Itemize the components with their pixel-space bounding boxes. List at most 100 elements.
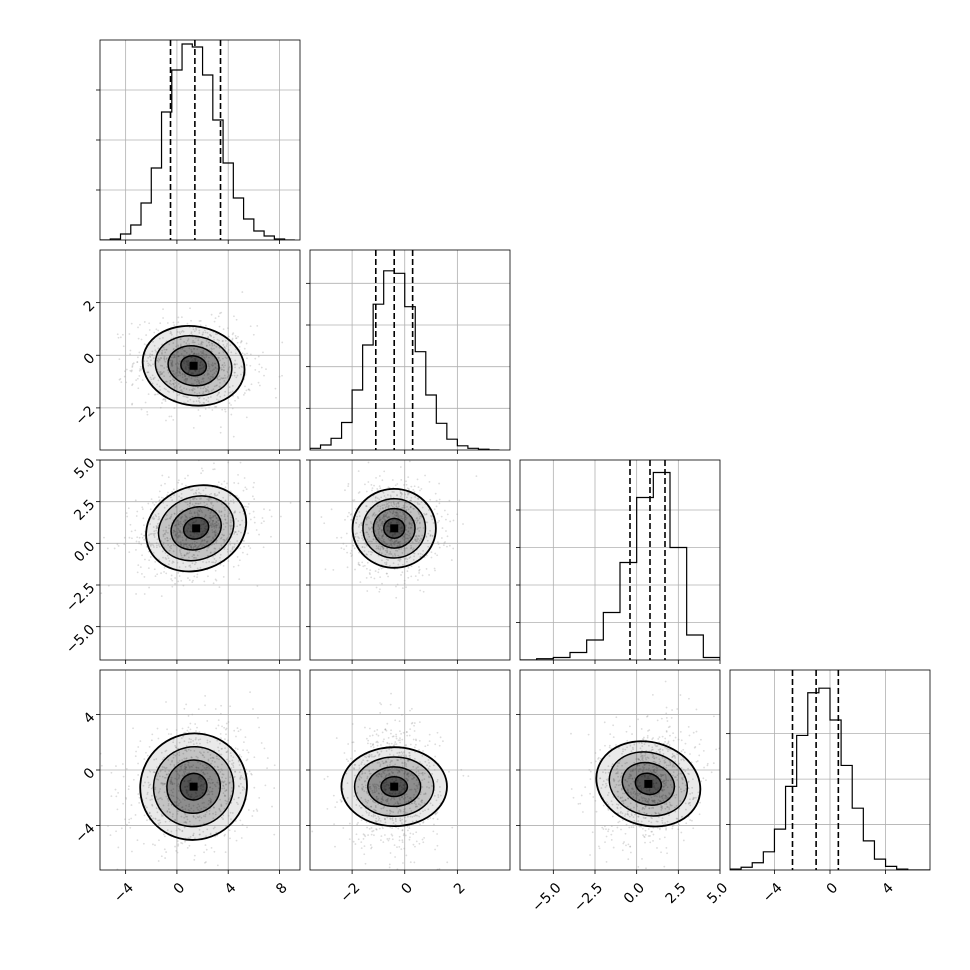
sample-point <box>330 508 333 511</box>
sample-point <box>204 844 207 846</box>
histogram-line <box>520 471 720 660</box>
sample-point <box>343 752 346 754</box>
sample-point <box>448 499 451 502</box>
sample-point <box>196 554 199 557</box>
sample-point <box>190 356 192 359</box>
sample-point <box>390 542 392 545</box>
sample-point <box>425 536 428 538</box>
sample-point <box>134 814 137 816</box>
sample-point <box>377 545 380 548</box>
sample-point <box>216 484 219 487</box>
sample-point <box>138 542 141 545</box>
sample-point <box>362 838 365 840</box>
sample-point <box>214 522 217 525</box>
sample-point <box>212 537 214 540</box>
sample-point <box>372 746 375 749</box>
sample-point <box>202 561 204 563</box>
sample-point <box>357 470 360 472</box>
sample-point <box>188 771 191 774</box>
sample-point <box>180 331 183 333</box>
sample-point <box>245 488 248 491</box>
sample-point <box>170 781 173 783</box>
sample-point <box>405 525 407 527</box>
sample-point <box>115 765 117 767</box>
sample-point <box>188 326 191 329</box>
sample-point <box>392 501 395 504</box>
sample-point <box>371 551 374 554</box>
sample-point <box>215 405 218 408</box>
sample-point <box>175 506 177 508</box>
sample-point <box>204 408 207 410</box>
sample-point <box>148 329 151 331</box>
sample-point <box>192 521 195 524</box>
sample-point <box>197 509 200 512</box>
sample-point <box>224 364 226 367</box>
sample-point <box>168 343 171 346</box>
sample-point <box>260 742 263 744</box>
sample-point <box>148 559 151 562</box>
sample-point <box>130 322 133 325</box>
sample-point <box>248 388 250 391</box>
sample-point <box>202 788 205 791</box>
sample-point <box>237 335 239 338</box>
sample-point <box>406 493 409 496</box>
sample-point <box>382 841 385 844</box>
sample-point <box>397 541 400 544</box>
sample-point <box>253 521 256 524</box>
sample-point <box>361 561 364 564</box>
sample-point <box>152 516 155 518</box>
sample-point <box>419 823 421 826</box>
sample-point <box>151 501 154 504</box>
sample-point <box>354 750 356 752</box>
sample-point <box>210 389 213 392</box>
sample-point <box>232 501 235 504</box>
sample-point <box>334 806 337 809</box>
sample-point <box>157 543 160 546</box>
sample-point <box>172 356 175 359</box>
sample-point <box>212 468 215 471</box>
sample-point <box>218 526 221 528</box>
sample-point <box>383 470 386 473</box>
sample-point <box>159 364 162 367</box>
sample-point <box>396 513 399 516</box>
sample-point <box>239 782 242 785</box>
sample-point <box>206 373 209 376</box>
sample-point <box>403 762 406 765</box>
sample-point <box>220 377 223 379</box>
sample-point <box>188 367 190 369</box>
sample-point <box>190 796 193 798</box>
sample-point <box>210 790 213 793</box>
sample-point <box>361 534 364 537</box>
sample-point <box>236 374 239 377</box>
sample-point <box>408 523 411 525</box>
sample-point <box>383 495 386 497</box>
sample-point <box>173 398 176 401</box>
sample-point <box>173 356 176 359</box>
sample-point <box>210 524 212 527</box>
sample-point <box>360 841 363 844</box>
sample-point <box>434 552 437 555</box>
sample-point <box>208 521 211 524</box>
sample-point <box>152 363 154 366</box>
sample-point <box>188 766 191 769</box>
sample-point <box>213 320 216 323</box>
sample-point <box>228 781 231 784</box>
sample-point <box>165 851 168 853</box>
sample-point <box>180 768 183 770</box>
sample-point <box>398 542 400 545</box>
sample-point <box>222 357 224 360</box>
sample-point <box>411 541 414 544</box>
sample-point <box>152 771 155 773</box>
sample-point <box>397 501 399 504</box>
sample-point <box>190 332 193 335</box>
sample-point <box>378 510 381 513</box>
sample-point <box>172 382 175 385</box>
sample-point <box>146 776 149 778</box>
sample-point <box>203 751 205 754</box>
sample-point <box>180 532 182 534</box>
sample-point <box>396 515 399 518</box>
sample-point <box>163 776 166 779</box>
sample-point <box>162 804 165 807</box>
sample-point <box>166 531 169 534</box>
sample-point <box>386 529 389 532</box>
